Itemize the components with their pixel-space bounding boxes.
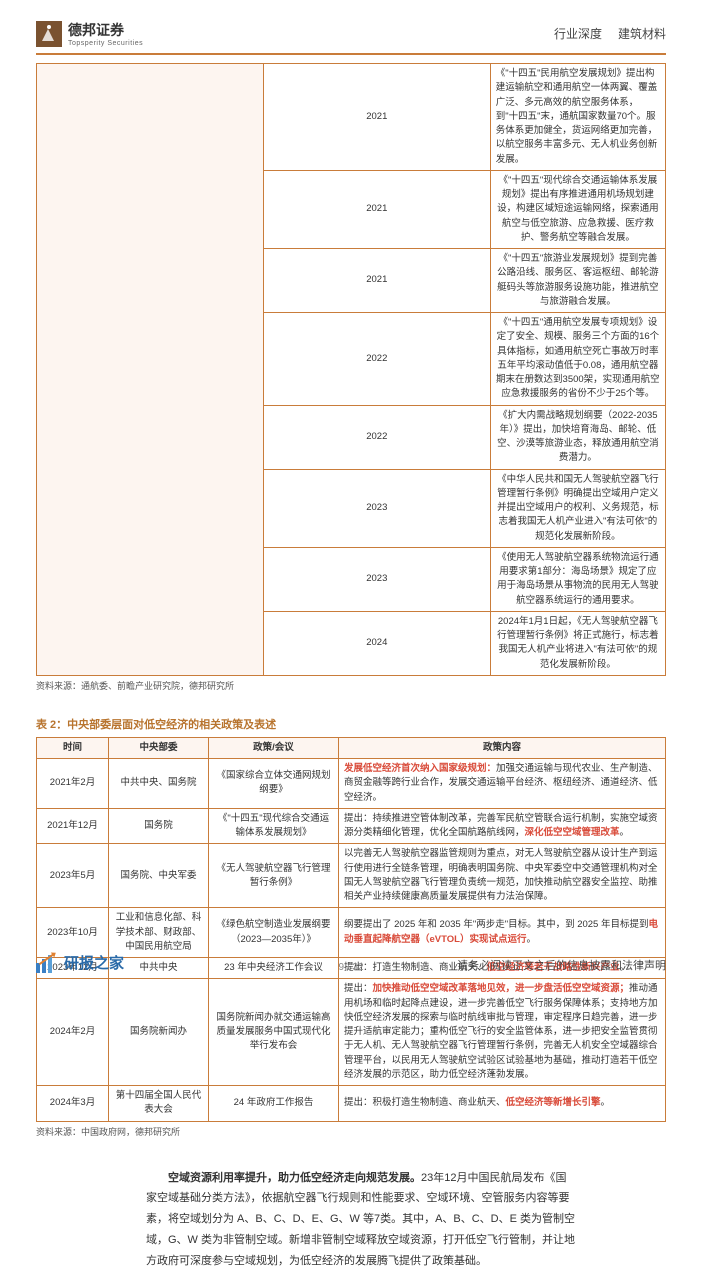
th-content: 政策内容: [339, 737, 666, 758]
year-cell: 2022: [263, 405, 490, 469]
year-cell: 2022: [263, 313, 490, 406]
doc-category: 行业深度建筑材料: [554, 25, 666, 42]
th-dept: 中央部委: [109, 737, 209, 758]
time-cell: 2024年3月: [37, 1086, 109, 1122]
policy-table-2: 时间 中央部委 政策/会议 政策内容 2021年2月中共中央、国务院《国家综合立…: [36, 737, 666, 1122]
content-cell: 提出：积极打造生物制造、商业航天、低空经济等新增长引擎。: [339, 1086, 666, 1122]
content-cell: 提出：持续推进空管体制改革，完善军民航空管联合运行机制，实施空域资源分类精细化管…: [339, 808, 666, 844]
content-cell: 发展低空经济首次纳入国家级规划：加强交通运输与现代农业、生产制造、商贸金融等跨行…: [339, 759, 666, 809]
content-cell: 《"十四五"旅游业发展规划》提到完善公路沿线、服务区、客运枢纽、邮轮游艇码头等旅…: [490, 249, 665, 313]
th-policy: 政策/会议: [209, 737, 339, 758]
policy-cell: 《"十四五"现代综合交通运输体系发展规划》: [209, 808, 339, 844]
table-row: 2021年12月国务院《"十四五"现代综合交通运输体系发展规划》提出：持续推进空…: [37, 808, 666, 844]
logo-text-en: Topsperity Securities: [68, 40, 143, 47]
table-row: 2024年3月第十四届全国人民代表大会24 年政府工作报告提出：积极打造生物制造…: [37, 1086, 666, 1122]
dept-cell: 国务院新闻办: [109, 979, 209, 1086]
policy-table-1: 2021《"十四五"民用航空发展规划》提出构建运输航空和通用航空一体两翼、覆盖广…: [36, 63, 666, 676]
time-cell: 2021年2月: [37, 759, 109, 809]
page-header: 德邦证券 Topsperity Securities 行业深度建筑材料: [36, 20, 666, 55]
logo-text-cn: 德邦证券: [68, 20, 143, 40]
content-cell: 《使用无人驾驶航空器系统物流运行通用要求第1部分：海岛场景》规定了应用于海岛场景…: [490, 547, 665, 611]
policy-cell: 国务院新闻办就交通运输高质量发展服务中国式现代化举行发布会: [209, 979, 339, 1086]
dept-cell: 第十四届全国人民代表大会: [109, 1086, 209, 1122]
table-row: 2024年2月国务院新闻办国务院新闻办就交通运输高质量发展服务中国式现代化举行发…: [37, 979, 666, 1086]
policy-cell: 《无人驾驶航空器飞行管理暂行条例》: [209, 844, 339, 908]
year-cell: 2023: [263, 547, 490, 611]
dept-cell: 国务院: [109, 808, 209, 844]
page-footer: 研报之家 9 / 32 请务必阅读正文之后的信息披露和法律声明: [0, 941, 702, 991]
content-cell: 《"十四五"现代综合交通运输体系发展规划》提出有序推进通用机场规划建设，构建区域…: [490, 170, 665, 248]
chart-icon: [36, 951, 58, 973]
content-cell: 《"十四五"民用航空发展规划》提出构建运输航空和通用航空一体两翼、覆盖广泛、多元…: [490, 64, 665, 171]
time-cell: 2024年2月: [37, 979, 109, 1086]
table2-source: 资料来源：中国政府网，德邦研究所: [36, 1125, 666, 1138]
footer-disclaimer: 请务必阅读正文之后的信息披露和法律声明: [457, 957, 666, 973]
table-row: 2021《"十四五"民用航空发展规划》提出构建运输航空和通用航空一体两翼、覆盖广…: [37, 64, 666, 171]
logo-icon: [36, 21, 62, 47]
company-logo: 德邦证券 Topsperity Securities: [36, 20, 143, 47]
rowspan-cell: [37, 64, 264, 676]
policy-cell: 《国家综合立体交通网规划纲要》: [209, 759, 339, 809]
th-time: 时间: [37, 737, 109, 758]
content-cell: 提出：加快推动低空空域改革落地见效，进一步盘活低空空域资源；推动通用机场和临时起…: [339, 979, 666, 1086]
content-cell: 2024年1月1日起，《无人驾驶航空器飞行管理暂行条例》将正式施行，标志着我国无…: [490, 611, 665, 675]
footer-brand: 研报之家: [36, 951, 124, 973]
table-row: 2023年5月国务院、中央军委《无人驾驶航空器飞行管理暂行条例》以完善无人驾驶航…: [37, 844, 666, 908]
year-cell: 2021: [263, 249, 490, 313]
time-cell: 2023年5月: [37, 844, 109, 908]
dept-cell: 中共中央、国务院: [109, 759, 209, 809]
page-number: 9 / 32: [338, 962, 363, 973]
year-cell: 2023: [263, 469, 490, 547]
content-cell: 《中华人民共和国无人驾驶航空器飞行管理暂行条例》明确提出空域用户定义并提出空域用…: [490, 469, 665, 547]
dept-cell: 国务院、中央军委: [109, 844, 209, 908]
time-cell: 2021年12月: [37, 808, 109, 844]
policy-cell: 24 年政府工作报告: [209, 1086, 339, 1122]
year-cell: 2021: [263, 64, 490, 171]
body-paragraph: 空域资源利用率提升，助力低空经济走向规范发展。23年12月中国民航局发布《国家空…: [146, 1168, 576, 1272]
content-cell: 以完善无人驾驶航空器监管规则为重点，对无人驾驶航空器从设计生产到运行使用进行全链…: [339, 844, 666, 908]
year-cell: 2024: [263, 611, 490, 675]
content-cell: 《扩大内需战略规划纲要（2022-2035年）》提出，加快培育海岛、邮轮、低空、…: [490, 405, 665, 469]
content-cell: 《"十四五"通用航空发展专项规划》设定了安全、规模、服务三个方面的16个具体指标…: [490, 313, 665, 406]
table2-title: 表 2：中央部委层面对低空经济的相关政策及表述: [36, 716, 666, 732]
table1-source: 资料来源：通航委、前瞻产业研究院，德邦研究所: [36, 679, 666, 692]
table-row: 2021年2月中共中央、国务院《国家综合立体交通网规划纲要》发展低空经济首次纳入…: [37, 759, 666, 809]
year-cell: 2021: [263, 170, 490, 248]
